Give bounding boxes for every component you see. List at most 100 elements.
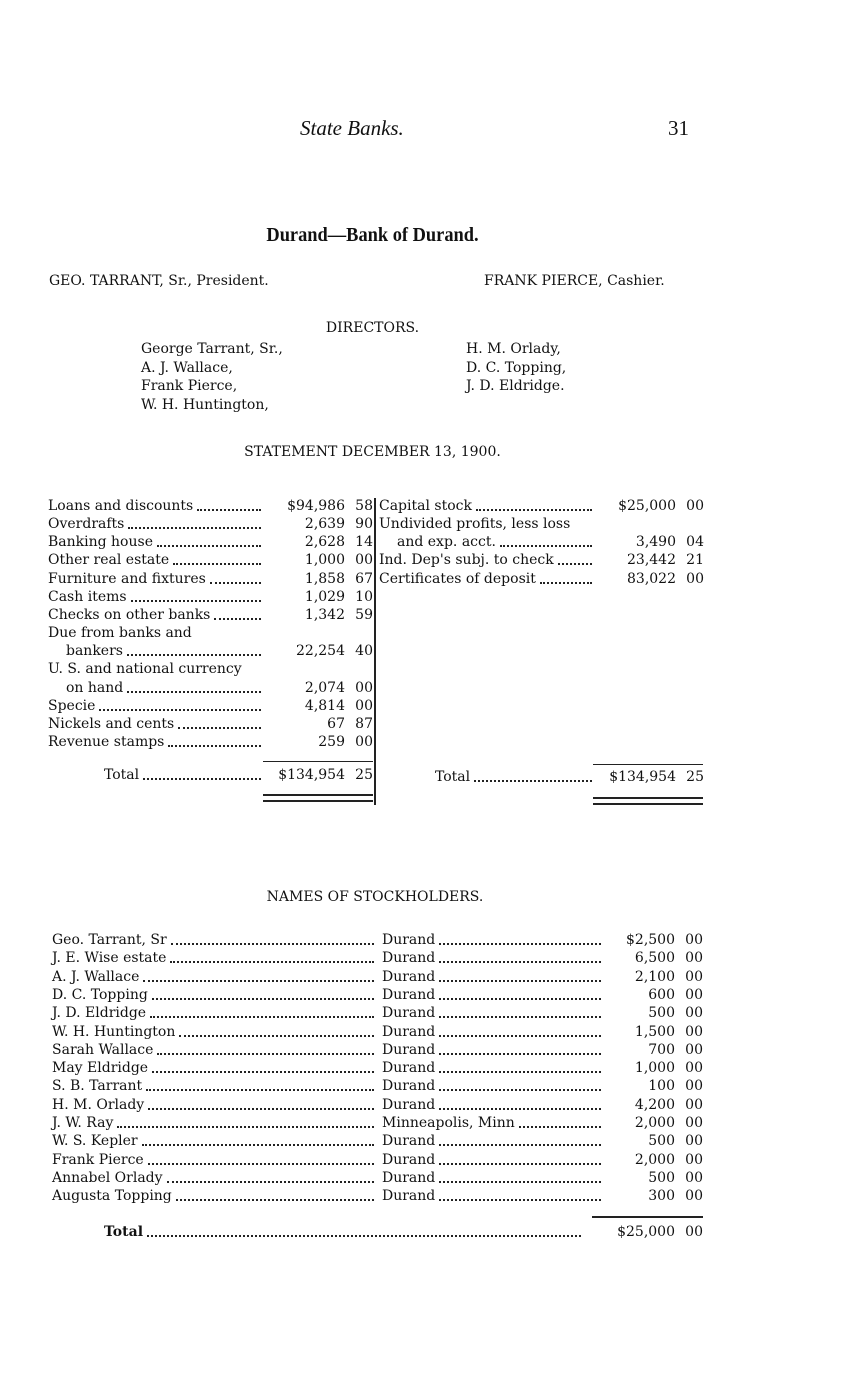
stockholder-residence: Durand <box>382 932 436 948</box>
amount-dollars: 2,000 <box>634 1115 675 1131</box>
amount-cents: 67 <box>355 570 373 587</box>
stockholder-row: J. D. Eldridge Durand 500 00 <box>52 1004 703 1022</box>
amount-dollars: 23,442 <box>627 552 676 569</box>
dot-leader <box>439 1016 601 1019</box>
dot-leader <box>539 581 592 584</box>
stockholder-name: May Eldridge <box>52 1060 149 1077</box>
amount-cents: 59 <box>355 606 373 623</box>
dot-leader <box>439 979 601 982</box>
stockholder-name: J. W. Ray <box>52 1115 114 1131</box>
cashier: FRANK PIERCE, Cashier. <box>484 273 665 289</box>
dot-leader <box>156 545 261 548</box>
page-number: 31 <box>668 116 689 140</box>
amount-cents: 00 <box>355 733 373 750</box>
stockholder-residence: Durand <box>382 1060 436 1077</box>
row-label: Furniture and fixtures <box>48 570 206 587</box>
dot-leader <box>214 617 261 620</box>
statement-row: Total $134,954 25 <box>379 768 704 786</box>
row-label: Banking house <box>48 534 153 551</box>
row-label: Ind. Dep's subj. to check <box>379 552 554 569</box>
column-divider <box>374 498 376 805</box>
amount-cents: 00 <box>355 697 373 714</box>
stockholder-residence: Durand <box>382 968 436 985</box>
dot-leader <box>143 979 374 982</box>
stockholder-row: H. M. Orlady Durand 4,200 00 <box>52 1096 703 1114</box>
dot-leader <box>439 1199 601 1202</box>
stockholder-residence: Minneapolis, Minn <box>382 1115 515 1131</box>
amount-cents: 00 <box>685 986 703 1003</box>
amount-cents: 00 <box>355 679 373 696</box>
stockholder-residence: Durand <box>382 1078 436 1095</box>
amount-dollars: 4,200 <box>634 1096 675 1113</box>
row-label: Undivided profits, less loss <box>379 516 571 533</box>
amount-cents: 90 <box>355 516 373 533</box>
dot-leader <box>143 778 261 780</box>
dot-leader <box>152 1071 374 1074</box>
amount-cents: 04 <box>686 534 704 551</box>
amount-dollars: 67 <box>327 715 345 732</box>
stockholder-name: Augusta Topping <box>52 1188 172 1205</box>
amount-cents: 00 <box>685 1023 703 1040</box>
dot-leader <box>439 961 601 964</box>
statement-row: Due from banks and <box>48 624 373 642</box>
amount-dollars: $25,000 <box>618 498 676 514</box>
dot-leader <box>147 1235 581 1237</box>
stockholder-residence: Durand <box>382 1133 436 1150</box>
stockholder-row: Geo. Tarrant, Sr Durand $2,500 00 <box>52 931 703 949</box>
dot-leader <box>197 509 261 511</box>
dot-leader <box>439 1089 601 1092</box>
row-label: and exp. acct. <box>397 534 496 551</box>
amount-dollars: 1,029 <box>304 588 345 605</box>
statement-row: Checks on other banks 1,342 59 <box>48 606 373 624</box>
amount-cents: 00 <box>685 1115 703 1131</box>
stockholder-name: S. B. Tarrant <box>52 1078 143 1095</box>
stockholder-name: W. H. Huntington <box>52 1023 176 1040</box>
director-name: George Tarrant, Sr., <box>141 341 283 357</box>
stockholder-residence: Durand <box>382 986 436 1003</box>
dot-leader <box>439 1162 601 1165</box>
row-label: Other real estate <box>48 552 170 569</box>
row-label: Capital stock <box>379 498 472 514</box>
row-label: Loans and discounts <box>48 498 194 514</box>
statement-row: Undivided profits, less loss <box>379 515 704 533</box>
amount-cents: 00 <box>685 1096 703 1113</box>
amount-dollars: 700 <box>648 1041 675 1058</box>
statement-row: Specie 4,814 00 <box>48 697 373 715</box>
dot-leader <box>439 1107 601 1110</box>
stockholder-row: W. S. Kepler Durand 500 00 <box>52 1132 703 1150</box>
amount-dollars: 1,500 <box>634 1023 675 1040</box>
director-name: W. H. Huntington, <box>141 396 269 413</box>
row-label: Due from banks and <box>48 625 192 642</box>
dot-leader <box>127 690 261 693</box>
amount-cents: 00 <box>355 552 373 569</box>
stockholder-residence: Durand <box>382 1041 436 1058</box>
dot-leader <box>439 1144 601 1147</box>
stockholder-name: A. J. Wallace <box>52 968 140 985</box>
running-title: State Banks. <box>300 116 404 140</box>
statement-row: Cash items 1,029 10 <box>48 588 373 606</box>
stockholder-row: J. E. Wise estate Durand 6,500 00 <box>52 949 703 967</box>
stockholder-residence: Durand <box>382 950 436 967</box>
amount-dollars: 1,858 <box>304 570 345 587</box>
total-label: Total <box>104 1224 144 1240</box>
amount-dollars: 1,342 <box>304 606 345 623</box>
dot-leader <box>126 654 261 657</box>
amount-dollars: 22,254 <box>296 643 345 660</box>
dot-leader <box>173 563 261 566</box>
statement-row: Nickels and cents 67 87 <box>48 715 373 733</box>
amount-cents: 00 <box>685 1005 703 1022</box>
dot-leader <box>146 1089 374 1092</box>
stockholder-residence: Durand <box>382 1169 436 1186</box>
dot-leader <box>518 1126 601 1128</box>
amount-cents: 00 <box>685 1151 703 1168</box>
dot-leader <box>439 1052 601 1055</box>
amount-dollars: 500 <box>648 1005 675 1022</box>
president: GEO. TARRANT, Sr., President. <box>49 273 269 289</box>
dot-leader <box>175 1199 374 1202</box>
dot-leader <box>170 943 374 945</box>
row-label: Checks on other banks <box>48 606 211 623</box>
statement-row: Revenue stamps 259 00 <box>48 733 373 751</box>
stockholder-residence: Durand <box>382 1023 436 1040</box>
bank-title: Durand—Bank of Durand. <box>266 224 479 246</box>
statement-row: Loans and discounts $94,986 58 <box>48 497 373 515</box>
